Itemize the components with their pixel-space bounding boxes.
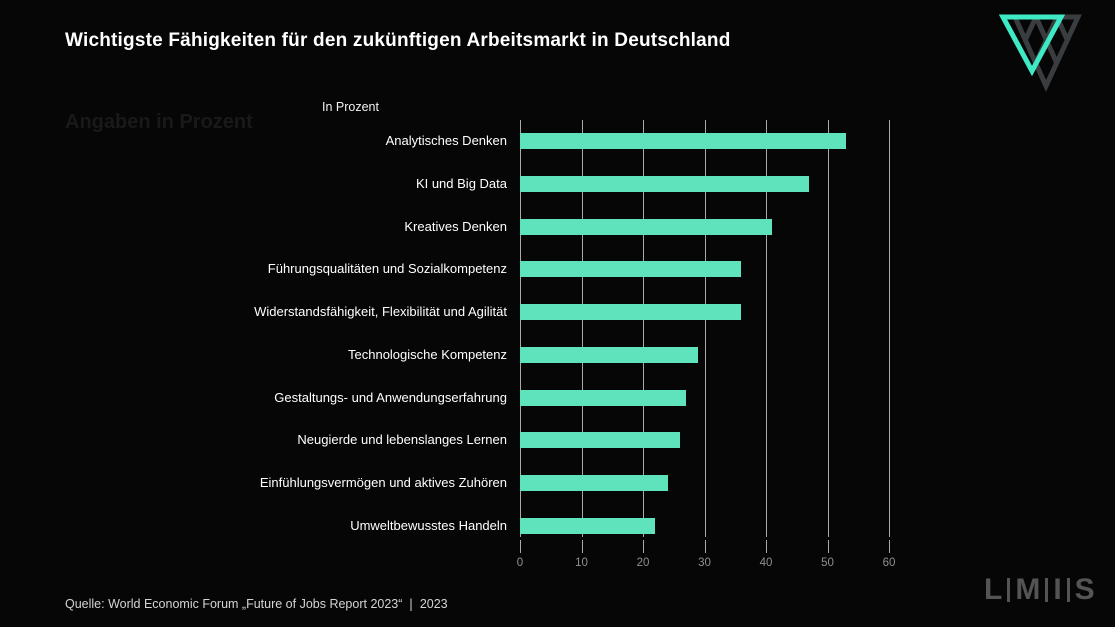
bar-4 — [520, 261, 742, 278]
gridline — [704, 120, 706, 537]
axis-tick-label: 30 — [698, 557, 711, 569]
category-label: Gestaltungs- und Anwendungserfahrung — [274, 389, 507, 405]
ghost-percent-label: Angaben in Prozent — [65, 111, 253, 133]
axis-tick — [889, 540, 890, 553]
teal-triangle — [999, 14, 1066, 77]
axis-tick-label: 10 — [575, 557, 588, 569]
bar-5 — [520, 304, 742, 320]
bar-3 — [520, 218, 773, 235]
axis-tick — [520, 540, 521, 553]
axis-tick-label: 50 — [821, 557, 834, 569]
bar-6 — [520, 346, 699, 363]
bar-10 — [520, 517, 656, 534]
axis-tick — [704, 540, 706, 553]
category-label: Einfühlungsvermögen und aktives Zuhören — [259, 475, 507, 490]
lmis-separator — [1007, 578, 1011, 602]
axis-tick-label: 0 — [516, 557, 524, 569]
category-label: Kreatives Denken — [404, 218, 507, 234]
category-label: Widerstandsfähigkeit, Flexibilität und A… — [254, 304, 507, 319]
gridline — [766, 120, 767, 537]
lmis-letter: L — [984, 573, 1003, 606]
bar-2 — [520, 175, 810, 192]
axis-tick — [766, 540, 767, 553]
bar-8 — [520, 432, 680, 449]
lmis-separator — [1066, 578, 1070, 602]
category-label: KI und Big Data — [415, 175, 507, 191]
category-label: Umweltbewusstes Handeln — [350, 517, 507, 533]
category-label-column: Analytisches Denken KI und Big Data Kreati… — [0, 120, 507, 537]
axis-tick-label: 20 — [636, 557, 650, 569]
axis-tick-label: 60 — [882, 557, 896, 569]
bar-9 — [520, 475, 668, 491]
bar-1 — [520, 133, 846, 149]
page-title: Wichtigste Fähigkeiten für den zukünftig… — [65, 30, 731, 51]
category-label: Führungsqualitäten und Sozialkompetenz — [267, 261, 507, 277]
gray-lattice-triangle — [1011, 14, 1082, 93]
chart-unit-label: In Prozent — [322, 100, 379, 114]
category-label: Neugierde und lebenslanges Lernen — [297, 432, 507, 448]
axis-tick — [581, 540, 583, 553]
lmis-letter: M — [1015, 573, 1041, 606]
bar-7 — [520, 389, 687, 406]
source-caption: Quelle: World Economic Forum „Future of … — [65, 597, 448, 611]
lmis-letter: I — [1053, 573, 1062, 606]
category-label: Analytisches Denken — [385, 133, 507, 148]
gridline — [643, 120, 644, 537]
gridline — [889, 120, 890, 537]
plot-area: 0 10 20 30 40 50 60 — [517, 120, 895, 569]
lmis-logo: L M I S — [984, 575, 1095, 605]
category-label: Technologische Kompetenz — [348, 346, 507, 362]
gridline — [520, 120, 521, 537]
lmis-letter: S — [1074, 573, 1095, 606]
gridline — [827, 120, 829, 537]
axis-tick-label: 40 — [759, 557, 773, 569]
axis-tick — [643, 540, 644, 553]
gridline — [581, 120, 583, 537]
lmis-separator — [1045, 578, 1049, 602]
axis-tick — [827, 540, 829, 553]
brand-triangle-logo-icon — [999, 14, 1082, 93]
